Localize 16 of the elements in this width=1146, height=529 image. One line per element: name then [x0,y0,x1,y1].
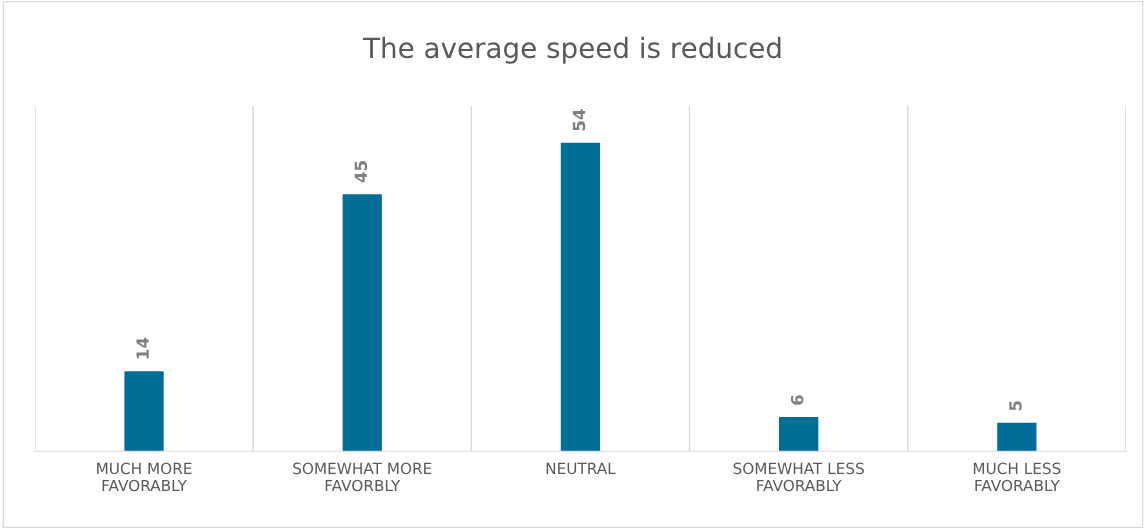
bar [342,194,382,452]
x-tick-label: SOMEWHAT MORE FAVORBLY [293,462,432,492]
data-label: 6 [790,395,804,405]
x-tick-label: MUCH LESS FAVORABLY [973,462,1061,492]
x-tick-label: SOMEWHAT LESS FAVORABLY [733,462,864,492]
bar [124,371,164,452]
data-label: 5 [1009,401,1022,411]
bar [560,142,601,452]
data-label: 45 [354,161,368,183]
x-tick-label: MUCH MORE FAVORABLY [97,462,192,492]
chart-title: The average speed is reduced [362,36,781,64]
x-tick-label: NEUTRAL [546,462,616,475]
data-label: 14 [136,337,149,359]
data-label: 54 [572,109,586,131]
bar [779,416,819,452]
bar [997,422,1037,452]
